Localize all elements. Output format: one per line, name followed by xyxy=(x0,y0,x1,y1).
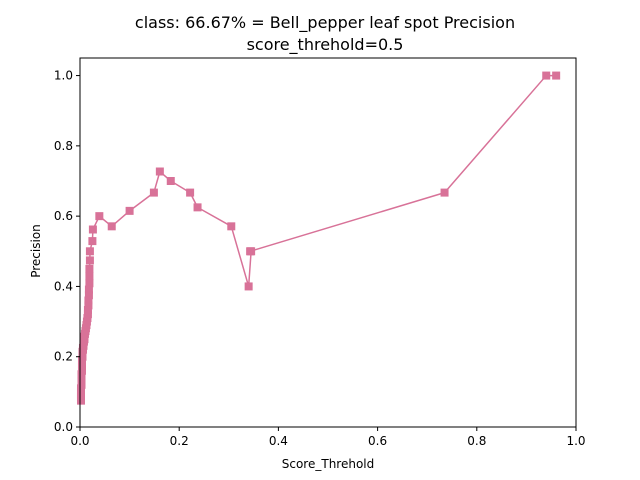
data-point xyxy=(84,296,93,305)
data-point xyxy=(227,222,236,231)
chart-title: class: 66.67% = Bell_pepper leaf spot Pr… xyxy=(135,13,515,33)
data-point xyxy=(440,188,449,197)
y-tick-label: 0.0 xyxy=(54,420,73,434)
series-line xyxy=(80,74,557,401)
data-point xyxy=(552,71,561,80)
x-tick-label: 0.6 xyxy=(368,434,387,448)
x-tick-label: 0.2 xyxy=(170,434,189,448)
data-point xyxy=(193,203,202,212)
x-axis-label: Score_Threhold xyxy=(282,457,375,471)
plot-area: 0.0 0.2 0.4 0.6 0.8 1.0 0.0 0.2 0.4 0.6 0.8 1.0 xyxy=(54,57,586,448)
y-tick-label: 0.4 xyxy=(54,279,73,293)
x-tick-label: 0.8 xyxy=(467,434,486,448)
x-tick-label: 0.4 xyxy=(269,434,288,448)
data-point xyxy=(84,301,93,310)
data-point xyxy=(155,167,164,176)
data-point xyxy=(85,256,94,265)
x-tick-label: 1.0 xyxy=(566,434,585,448)
y-tick-label: 0.6 xyxy=(54,209,73,223)
data-point xyxy=(166,177,175,185)
data-point xyxy=(149,188,158,197)
x-tick-label: 0.0 xyxy=(70,434,89,448)
data-point xyxy=(95,212,104,221)
data-point xyxy=(107,222,116,231)
data-point xyxy=(88,237,97,246)
data-point xyxy=(83,305,92,314)
y-tick-label: 1.0 xyxy=(54,69,73,83)
data-point xyxy=(244,282,253,291)
y-tick-label: 0.2 xyxy=(54,350,73,364)
axes-frame xyxy=(79,57,577,428)
data-point xyxy=(85,247,94,256)
data-point xyxy=(84,285,93,294)
data-point xyxy=(84,291,93,300)
data-point xyxy=(76,396,85,405)
data-point xyxy=(247,247,256,256)
data-point xyxy=(85,264,94,273)
data-point xyxy=(125,206,134,215)
data-point xyxy=(88,225,97,234)
y-axis-label: Precision xyxy=(29,224,43,278)
data-point xyxy=(85,279,94,288)
data-point xyxy=(186,188,195,197)
y-tick-label: 0.8 xyxy=(54,139,73,153)
data-point xyxy=(542,71,551,80)
data-point xyxy=(85,272,94,281)
chart-subtitle: score_threhold=0.5 xyxy=(247,35,404,55)
